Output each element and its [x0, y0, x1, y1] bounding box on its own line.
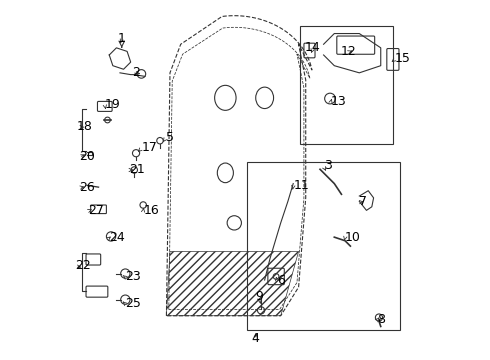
Text: 8: 8: [377, 313, 385, 326]
Text: 17: 17: [142, 141, 157, 154]
Text: 3: 3: [323, 159, 331, 172]
Text: 1: 1: [118, 32, 126, 45]
Text: 9: 9: [255, 289, 263, 303]
Text: 10: 10: [345, 231, 361, 244]
Text: 16: 16: [143, 204, 159, 217]
Text: 6: 6: [277, 274, 285, 287]
Text: 15: 15: [395, 52, 411, 65]
Text: 4: 4: [252, 333, 260, 346]
Text: 12: 12: [341, 45, 356, 58]
Text: 21: 21: [129, 163, 145, 176]
Text: 26: 26: [79, 181, 95, 194]
Text: 27: 27: [88, 204, 104, 217]
Text: 18: 18: [77, 120, 93, 133]
Text: 19: 19: [105, 99, 121, 112]
Text: 25: 25: [125, 297, 141, 310]
Text: 23: 23: [125, 270, 141, 283]
Text: 11: 11: [293, 179, 309, 192]
Text: 24: 24: [109, 231, 125, 244]
Text: 5: 5: [166, 131, 173, 144]
Text: 14: 14: [305, 41, 321, 54]
Text: 13: 13: [331, 95, 346, 108]
Text: 22: 22: [75, 259, 91, 272]
Text: 7: 7: [359, 195, 368, 208]
Text: 20: 20: [79, 150, 95, 163]
Text: 2: 2: [132, 66, 140, 79]
